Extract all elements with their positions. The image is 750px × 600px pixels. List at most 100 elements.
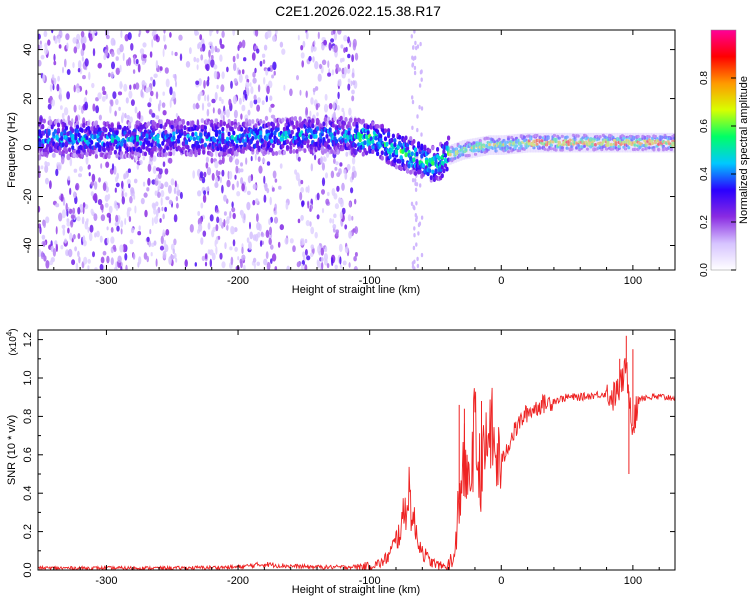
spectrogram-noise-cell xyxy=(252,257,257,263)
spectrogram-noise-cell xyxy=(264,115,269,121)
spectrogram-noise-cell xyxy=(246,237,250,243)
spectrogram-noise-cell xyxy=(241,183,245,192)
spectrogram-ridge-cell xyxy=(132,146,136,152)
spectrogram-halo-cell xyxy=(553,132,557,153)
spectrogram-ridge-cell xyxy=(165,145,170,151)
spectrogram-noise-cell xyxy=(160,235,164,245)
spectrogram-noise-cell xyxy=(68,208,73,215)
spectrogram-noise-cell xyxy=(323,39,327,46)
spectrogram-ridge-cell xyxy=(64,125,68,131)
spectrogram-ridge-cell xyxy=(271,151,275,157)
spectrogram-ridge-cell xyxy=(259,130,263,136)
spectrogram-noise-cell xyxy=(100,163,103,169)
spectrogram-noise-cell xyxy=(95,105,99,114)
spectrogram-noise-cell xyxy=(55,203,60,208)
spectrogram-halo-cell xyxy=(601,132,605,153)
spectrogram-noise-cell xyxy=(301,60,305,68)
spectrogram-noise-cell xyxy=(268,218,271,225)
spectrogram-noise-cell xyxy=(300,179,304,185)
spectrogram-noise-cell xyxy=(174,180,177,188)
spectrogram-ridge-cell xyxy=(409,136,413,141)
spectrogram-noise-cell xyxy=(44,47,49,55)
colorbar-tick-label: 0.0 xyxy=(699,263,710,277)
spectrogram-noise-cell xyxy=(199,34,203,41)
spectrogram-noise-cell xyxy=(98,114,102,121)
spectrogram-noise-cell xyxy=(208,49,211,58)
spectrogram-noise-cell xyxy=(193,56,197,63)
spectrogram-noise-cell xyxy=(302,40,306,48)
spectrogram-noise-cell xyxy=(158,180,162,188)
spectrogram-ridge-cell xyxy=(417,141,421,147)
spectrogram-noise-cell xyxy=(252,77,257,84)
spectrogram-noise-cell xyxy=(334,166,338,171)
spectrogram-noise-cell xyxy=(165,78,170,88)
spectrogram-noise-cell xyxy=(350,187,354,194)
spectrogram-noise-cell xyxy=(236,53,240,60)
spectrogram-noise-cell xyxy=(151,217,154,227)
spectrogram-ridge-cell xyxy=(110,146,114,151)
spectrogram-noise-cell xyxy=(91,173,96,183)
spectrogram-halo-cell xyxy=(514,134,518,154)
spectrogram-noise-cell xyxy=(330,38,335,43)
spectrogram-noise-cell xyxy=(411,55,414,60)
spectrogram-ridge-cell xyxy=(336,142,340,148)
spectrogram-noise-cell xyxy=(66,221,71,227)
spectrogram-noise-cell xyxy=(148,240,151,248)
snr-xtick-label: -300 xyxy=(95,575,117,587)
spectrogram-noise-cell xyxy=(142,54,147,59)
spectrogram-noise-cell xyxy=(127,32,132,41)
spectrogram-ridge-cell xyxy=(240,126,244,132)
spectrogram-xtick-label: -200 xyxy=(227,275,249,287)
colorbar: 0.0 0.2 0.4 0.6 0.8 Normalized spectral ampl… xyxy=(699,29,750,277)
spectrogram-noise-cell xyxy=(300,45,304,51)
spectrogram-noise-cell xyxy=(47,103,52,110)
spectrogram-noise-cell xyxy=(155,33,159,40)
spectrogram-ridge-cell xyxy=(387,160,391,165)
spectrogram-noise-cell xyxy=(174,51,178,57)
spectrogram-noise-cell xyxy=(110,257,114,266)
spectrogram-noise-cell xyxy=(92,48,96,57)
spectrogram-noise-cell xyxy=(330,30,334,36)
spectrogram-ridge-cell xyxy=(68,147,72,153)
spectrogram-noise-cell xyxy=(245,157,248,165)
spectrogram-noise-cell xyxy=(196,64,199,70)
spectrogram-noise-cell xyxy=(305,186,309,193)
spectrogram-ridge-cell xyxy=(200,138,204,144)
spectrogram-noise-cell xyxy=(185,61,191,68)
spectrogram-noise-cell xyxy=(64,58,67,68)
snr-scale-label: (x104) xyxy=(5,328,19,355)
spectrogram-noise-cell xyxy=(53,53,56,62)
spectrogram-noise-cell xyxy=(416,114,419,119)
spectrogram-noise-cell xyxy=(179,191,183,200)
spectrogram-noise-cell xyxy=(100,203,104,211)
spectrogram-ridge-cell xyxy=(116,137,121,142)
spectrogram-noise-cell xyxy=(178,34,183,41)
spectrogram-noise-cell xyxy=(416,263,420,269)
spectrogram-noise-cell xyxy=(216,30,219,34)
spectrogram-noise-cell xyxy=(66,42,69,50)
spectrogram-noise-cell xyxy=(234,158,240,166)
spectrogram-ridge-cell xyxy=(325,134,329,139)
spectrogram-ridge-cell xyxy=(436,147,440,152)
spectrogram-noise-cell xyxy=(118,106,121,111)
spectrogram-noise-cell xyxy=(240,177,244,185)
spectrogram-halo-cell xyxy=(588,132,592,153)
spectrogram-noise-cell xyxy=(46,162,50,167)
spectrogram-noise-cell xyxy=(261,100,265,105)
spectrogram-noise-cell xyxy=(136,164,139,170)
spectrogram-ridge-cell xyxy=(363,140,367,146)
spectrogram-noise-cell xyxy=(217,171,221,176)
spectrogram-ridge-cell xyxy=(383,128,388,134)
spectrogram-ridge-cell xyxy=(75,120,80,126)
spectrogram-noise-cell xyxy=(232,239,236,247)
spectrogram-noise-cell xyxy=(354,52,359,61)
spectrogram-noise-cell xyxy=(101,86,106,92)
spectrogram-noise-cell xyxy=(122,243,127,253)
spectrogram-noise-cell xyxy=(73,168,78,173)
spectrogram-ridge-cell xyxy=(86,121,91,126)
spectrogram-halo-cell xyxy=(496,135,499,155)
spectrogram-noise-cell xyxy=(40,130,44,135)
spectrogram-noise-cell xyxy=(411,264,415,269)
spectrogram-noise-cell xyxy=(107,193,111,200)
